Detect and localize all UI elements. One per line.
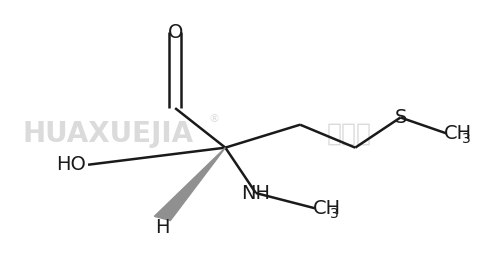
- Text: O: O: [167, 22, 183, 42]
- Text: CH: CH: [312, 199, 340, 218]
- Text: 3: 3: [462, 132, 471, 146]
- Text: ®: ®: [209, 114, 219, 124]
- Text: CH: CH: [444, 124, 472, 143]
- Text: 3: 3: [330, 207, 339, 221]
- Polygon shape: [154, 148, 225, 221]
- Text: S: S: [394, 108, 407, 127]
- Text: HO: HO: [56, 155, 86, 174]
- Text: NH: NH: [242, 183, 270, 203]
- Text: H: H: [155, 218, 170, 237]
- Text: HUAXUEJIA: HUAXUEJIA: [23, 120, 194, 147]
- Text: 化学式: 化学式: [327, 121, 372, 146]
